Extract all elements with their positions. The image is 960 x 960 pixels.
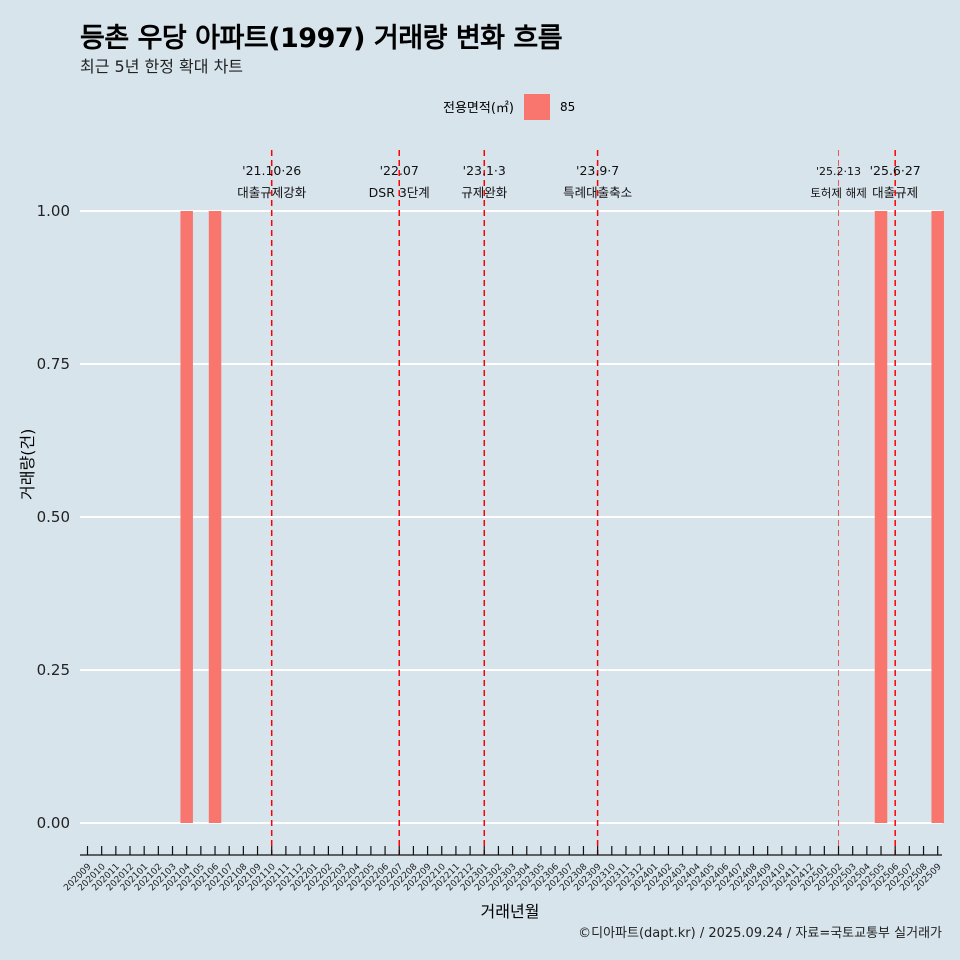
y-tick-label: 0.25: [37, 661, 70, 679]
bar: [874, 211, 888, 823]
y-tick-label: 0.75: [37, 355, 70, 373]
policy-label: 대출규제: [872, 185, 918, 200]
y-axis-label: 거래량(건): [18, 428, 37, 500]
y-tick-label: 0.00: [37, 814, 70, 832]
legend-label: 85: [559, 99, 576, 114]
policy-label: 토허제 해제: [810, 186, 867, 200]
bar: [931, 211, 944, 823]
policy-date: '23.1·3: [463, 163, 506, 178]
chart-title: 등촌 우당 아파트(1997) 거래량 변화 흐름: [80, 23, 563, 54]
legend-swatch: [523, 93, 550, 120]
chart-subtitle: 최근 5년 한정 확대 차트: [80, 57, 244, 76]
legend-title: 전용면적(㎡): [443, 101, 514, 116]
policy-date: '21.10·26: [242, 163, 301, 178]
policy-date: '25.6·27: [870, 163, 921, 178]
y-tick-label: 1.00: [37, 202, 70, 220]
policy-date: '23.9·7: [576, 163, 619, 178]
legend: 전용면적(㎡) 85: [443, 93, 575, 120]
policy-date: '22.07: [380, 163, 419, 178]
policy-label: DSR 3단계: [369, 185, 430, 200]
policy-label: 규제완화: [461, 185, 508, 200]
x-axis-label: 거래년월: [480, 902, 540, 921]
policy-label: 특례대출축소: [563, 185, 632, 200]
policy-label: 대출규제강화: [237, 185, 307, 200]
bar: [180, 211, 193, 823]
source-caption: ©디아파트(dapt.kr) / 2025.09.24 / 자료=국토교통부 실…: [578, 926, 942, 941]
policy-date: '25.2·13: [816, 165, 861, 178]
bar: [208, 211, 222, 823]
y-tick-label: 0.50: [37, 508, 70, 526]
